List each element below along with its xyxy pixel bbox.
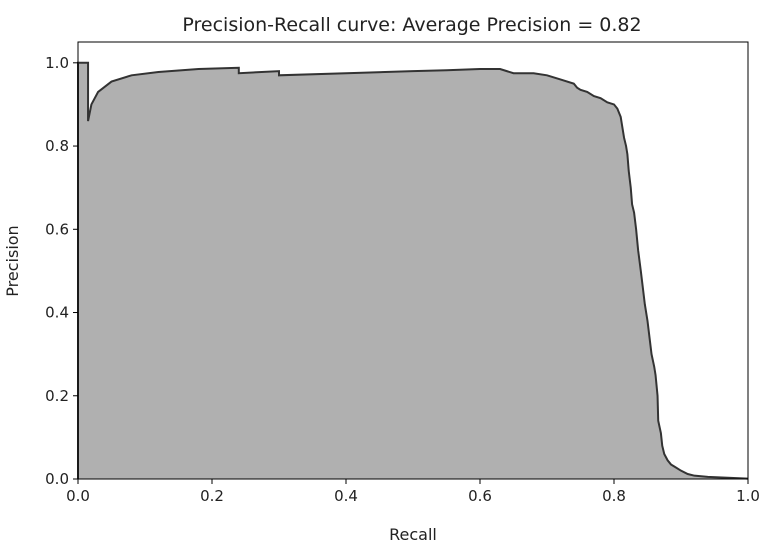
pr-curve-line [77,61,749,480]
y-axis: 0.0 0.2 0.4 0.6 0.8 1.0 [45,54,78,488]
x-tick-label: 0.4 [334,487,358,505]
x-axis: 0.0 0.2 0.4 0.6 0.8 1.0 [66,479,760,505]
y-tick-label: 0.4 [45,304,69,322]
x-axis-label: Recall [389,525,437,544]
x-tick-label: 0.8 [602,487,626,505]
y-tick-label: 0.2 [45,387,69,405]
y-tick-label: 0.0 [45,470,69,488]
pr-curve-area [78,62,748,480]
plot-frame [77,41,749,480]
y-axis-label: Precision [3,225,22,296]
y-tick-label: 0.6 [45,220,69,238]
y-tick-label: 0.8 [45,137,69,155]
y-tick-label: 1.0 [45,54,69,72]
chart-title: Precision-Recall curve: Average Precisio… [182,14,641,36]
x-tick-label: 0.0 [66,487,90,505]
plot-area [77,61,749,480]
x-tick-label: 1.0 [736,487,760,505]
x-tick-label: 0.2 [200,487,224,505]
x-tick-label: 0.6 [468,487,492,505]
